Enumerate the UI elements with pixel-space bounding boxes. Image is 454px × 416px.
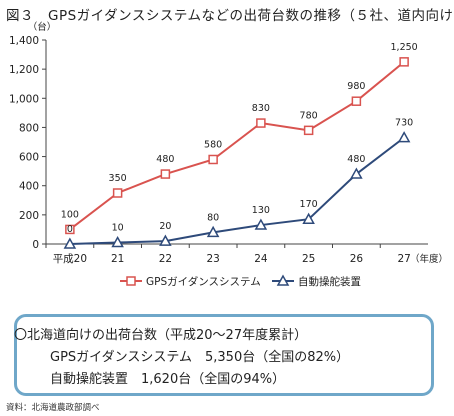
x-tick-label: 22 — [159, 253, 172, 265]
legend-marker-gps — [126, 276, 136, 286]
data-point-autosteer — [397, 131, 411, 143]
x-tick-label: 26 — [350, 253, 364, 265]
x-tick-label: 25 — [302, 253, 315, 265]
data-point-autosteer — [206, 225, 220, 238]
x-tick-labels: 平成20 21 22 23 24 25 26 27 （年度） — [45, 244, 448, 265]
data-point-gps — [399, 57, 409, 67]
data-point-gps — [65, 224, 75, 235]
legend-label-autosteer: 自動操舵装置 — [298, 275, 361, 288]
data-point-autosteer — [111, 235, 124, 248]
data-label-autosteer: 730 — [395, 118, 413, 129]
data-label-gps: 780 — [300, 110, 318, 121]
data-point-gps — [303, 125, 314, 136]
x-unit-label: （年度） — [410, 253, 448, 265]
data-point-autosteer — [159, 234, 172, 246]
data-label-gps: 100 — [61, 209, 79, 220]
data-point-gps — [256, 118, 266, 128]
summary-gps: GPSガイダンスシステム 5,350台（全国の82%） — [50, 350, 350, 365]
legend-label-gps: GPSガイダンスシステム — [146, 275, 261, 288]
data-point-gps — [351, 96, 362, 106]
y-tick-labels: 0 200 400 600 800 1,000 1,200 1,400 （台） — [9, 21, 56, 251]
data-label-autosteer: 170 — [300, 199, 318, 210]
y-tick-label: 600 — [19, 152, 39, 164]
x-tick-label: 21 — [111, 253, 124, 265]
figure-title: 図３ GPSガイダンスシステムなどの出荷台数の推移（５社、道内向け） — [6, 8, 454, 24]
data-point-autosteer — [254, 218, 268, 230]
y-unit-label: （台） — [28, 21, 57, 33]
data-point-gps — [160, 169, 171, 179]
y-tick-label: 200 — [19, 210, 39, 222]
summary-heading: 〇北海道向けの出荷台数（平成20～27年度累計） — [14, 328, 308, 343]
legend-marker-autosteer — [276, 274, 290, 286]
data-label-gps: 480 — [156, 154, 174, 165]
data-label-autosteer: 80 — [207, 212, 219, 223]
series-line-autosteer — [69, 136, 405, 245]
series-layer: 100 350 480 580 830 780 980 1,250 0 10 20 80 130 170 4… — [61, 42, 418, 249]
y-tick-label: 800 — [19, 122, 39, 134]
data-label-gps: 980 — [347, 81, 365, 92]
data-point-autosteer — [302, 212, 315, 224]
summary-autosteer: 自動操舵装置 1,620台（全国の94%） — [50, 372, 286, 387]
y-tick-label: 0 — [32, 239, 39, 251]
summary-box — [14, 314, 434, 396]
data-label-gps: 350 — [109, 173, 127, 184]
data-label-autosteer: 480 — [347, 154, 365, 165]
x-tick-label: 24 — [254, 253, 268, 265]
y-tick-label: 1,000 — [9, 93, 39, 105]
data-label-gps: 830 — [252, 103, 270, 114]
y-tick-label: 1,200 — [9, 64, 39, 76]
x-tick-label: 23 — [206, 253, 219, 265]
y-tick-label: 1,400 — [9, 35, 39, 47]
data-label-autosteer: 0 — [67, 224, 73, 235]
data-label-autosteer: 10 — [112, 223, 124, 234]
source-note: 資料：北海道農政部調べ — [6, 403, 100, 413]
y-tick-label: 400 — [19, 181, 39, 193]
x-tick-label: 平成20 — [53, 253, 87, 265]
data-point-autosteer — [350, 167, 363, 179]
data-label-gps: 1,250 — [391, 42, 418, 53]
data-label-autosteer: 130 — [252, 205, 270, 216]
data-point-gps — [112, 188, 123, 198]
data-point-gps — [208, 154, 218, 165]
data-point-autosteer — [63, 237, 77, 249]
data-label-autosteer: 20 — [159, 221, 171, 232]
series-line-gps — [69, 61, 405, 231]
legend: GPSガイダンスシステム 自動操舵装置 — [120, 274, 361, 288]
x-tick-label: 27 — [397, 253, 410, 265]
data-label-gps: 580 — [204, 139, 222, 150]
